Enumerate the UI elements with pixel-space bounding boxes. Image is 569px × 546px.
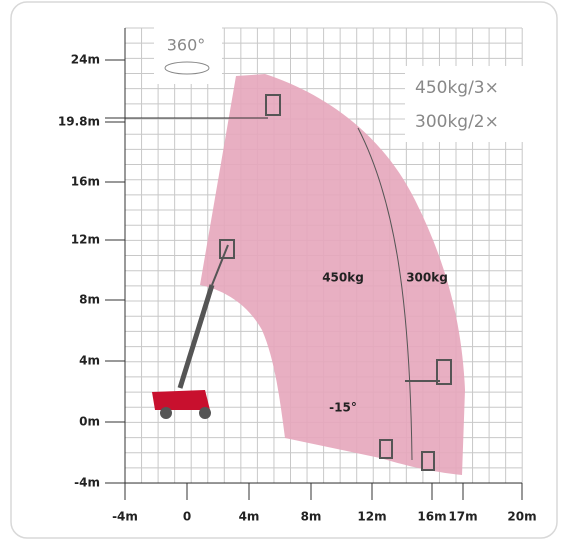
x-label: -4m	[112, 510, 138, 524]
capacity: 300kg/2×	[415, 112, 499, 132]
y-label: 24m	[71, 53, 100, 67]
y-label: 19.8m	[58, 115, 100, 129]
rotation-icon	[164, 61, 210, 75]
rotation-label: 360°	[167, 36, 206, 55]
y-label: -4m	[74, 476, 100, 490]
x-label: 4m	[239, 510, 260, 524]
angle-label: -15°	[329, 401, 357, 415]
capacity: 450kg/3×	[415, 78, 499, 98]
x-label: 16m	[417, 510, 446, 524]
y-label: 16m	[71, 175, 100, 189]
y-label: 12m	[71, 233, 100, 247]
y-label: 8m	[79, 293, 100, 307]
y-label: 4m	[79, 354, 100, 368]
x-label: 12m	[357, 510, 386, 524]
lift	[152, 94, 452, 471]
zone-label: 300kg	[406, 271, 448, 285]
x-label: 20m	[507, 510, 536, 524]
working-envelope	[200, 74, 465, 475]
zone-label: 450kg	[322, 271, 364, 285]
y-label: 0m	[79, 415, 100, 429]
boundary-300kg	[357, 127, 413, 461]
x-label: 0	[183, 510, 191, 524]
x-label: 17m	[448, 510, 477, 524]
capacity-bg	[405, 66, 525, 142]
x-label: 8m	[301, 510, 322, 524]
